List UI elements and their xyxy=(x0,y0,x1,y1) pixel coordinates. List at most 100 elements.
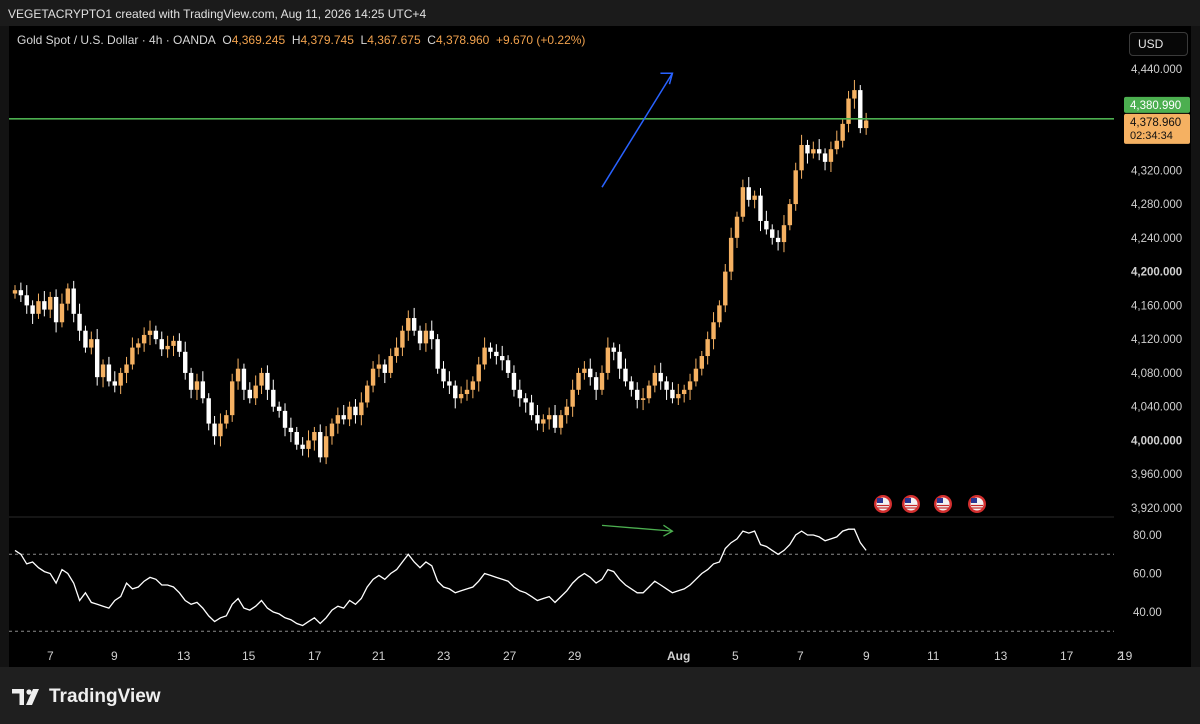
x-tick-label: 29 xyxy=(568,649,582,663)
candle-down xyxy=(517,389,523,399)
candle-up xyxy=(147,330,153,335)
candle-up xyxy=(570,389,575,407)
candle-down xyxy=(822,153,828,162)
event-icon-canton xyxy=(905,498,911,503)
candle-up xyxy=(235,368,241,382)
candle-up xyxy=(676,394,681,399)
high-value: 4,379.745 xyxy=(300,33,354,47)
candle-up xyxy=(546,415,552,420)
y-tick-label: 4,160.000 xyxy=(1131,300,1182,312)
candle-up xyxy=(846,98,851,124)
y-tick-label: 4,040.000 xyxy=(1131,402,1182,414)
candle-up xyxy=(576,372,581,390)
candle-up xyxy=(681,389,687,395)
candle-up xyxy=(464,389,470,395)
candle-up xyxy=(171,340,176,346)
candle-down xyxy=(635,389,640,400)
candle-down xyxy=(746,187,751,200)
chart-area[interactable]: 4,440.0004,400.0004,360.0004,320.0004,28… xyxy=(9,26,1191,667)
price-chart-svg[interactable]: 4,440.0004,400.0004,360.0004,320.0004,28… xyxy=(9,26,1191,667)
candle-up xyxy=(89,339,94,348)
candle-up xyxy=(458,394,464,399)
candle-up xyxy=(863,120,869,129)
candle-up xyxy=(59,303,65,323)
candle-down xyxy=(18,290,24,296)
last-price-badge xyxy=(1124,113,1190,144)
candle-down xyxy=(764,220,769,230)
level-price-badge xyxy=(1124,96,1190,113)
y-tick-label: 4,200.000 xyxy=(1131,267,1182,279)
candle-down xyxy=(816,149,822,154)
us-flag-icon xyxy=(934,495,952,513)
x-tick-label: 27 xyxy=(503,649,517,663)
candle-up xyxy=(541,419,546,424)
candle-up xyxy=(558,415,564,428)
candle-down xyxy=(505,360,511,373)
x-tick-label: 13 xyxy=(177,649,191,663)
candle-up xyxy=(136,343,141,348)
currency-button[interactable]: USD xyxy=(1129,32,1188,56)
x-tick-label: 17 xyxy=(1060,649,1074,663)
candle-up xyxy=(734,216,740,238)
candle-down xyxy=(453,385,458,399)
candle-down xyxy=(177,340,182,352)
candle-down xyxy=(441,368,446,382)
x-tick-label: 19 xyxy=(1119,649,1133,663)
candle-down xyxy=(183,351,188,373)
candle-down xyxy=(112,381,117,386)
candle-up xyxy=(852,90,857,99)
candle-down xyxy=(212,423,217,437)
trend-arrow-head xyxy=(660,72,674,85)
candle-down xyxy=(94,339,100,378)
tradingview-logo[interactable]: TradingView xyxy=(12,686,161,708)
y-tick-label: 4,440.000 xyxy=(1131,64,1182,76)
x-tick-label: 5 xyxy=(732,649,739,663)
candle-down xyxy=(282,410,288,428)
candle-up xyxy=(229,381,235,416)
candle-down xyxy=(241,368,247,390)
candle-down xyxy=(247,389,252,399)
low-label: L xyxy=(360,33,368,47)
us-flag-icon xyxy=(902,495,920,513)
candle-up xyxy=(335,415,341,424)
candle-down xyxy=(53,296,59,323)
x-tick-label: 9 xyxy=(111,649,118,663)
y-tick-label: 4,320.000 xyxy=(1131,165,1182,177)
candle-up xyxy=(48,296,53,310)
candle-up xyxy=(728,237,734,272)
candle-down xyxy=(488,347,493,352)
candle-up xyxy=(840,123,845,141)
x-tick-label: 9 xyxy=(863,649,870,663)
candle-up xyxy=(400,330,405,348)
candle-down xyxy=(77,313,82,331)
footer-bar: TradingView xyxy=(0,667,1200,724)
candle-up xyxy=(705,339,710,357)
candle-down xyxy=(24,295,29,306)
candle-down xyxy=(188,372,194,390)
candle-down xyxy=(617,351,622,369)
candle-up xyxy=(799,144,804,171)
candle-down xyxy=(42,301,47,310)
candle-up xyxy=(12,290,18,294)
candle-up xyxy=(811,149,816,154)
candle-up xyxy=(599,372,605,390)
candle-up xyxy=(423,330,429,344)
candle-up xyxy=(564,406,569,416)
candle-down xyxy=(629,381,634,390)
candle-down xyxy=(300,444,305,449)
candle-down xyxy=(200,381,206,399)
candle-down xyxy=(670,389,675,399)
change-value: +9.670 (+0.22%) xyxy=(496,33,586,47)
chart-credit: VEGETACRYPTO1 created with TradingView.c… xyxy=(8,7,427,21)
candle-up xyxy=(582,368,587,373)
candle-down xyxy=(858,90,863,129)
y-tick-label: 3,960.000 xyxy=(1131,469,1182,481)
x-tick-label: 21 xyxy=(372,649,386,663)
candle-up xyxy=(406,318,411,331)
candle-down xyxy=(83,330,88,348)
x-tick-label: 7 xyxy=(797,649,804,663)
candle-down xyxy=(411,318,417,331)
candle-up xyxy=(359,402,364,416)
candle-down xyxy=(623,368,628,382)
candle-down xyxy=(500,356,505,361)
